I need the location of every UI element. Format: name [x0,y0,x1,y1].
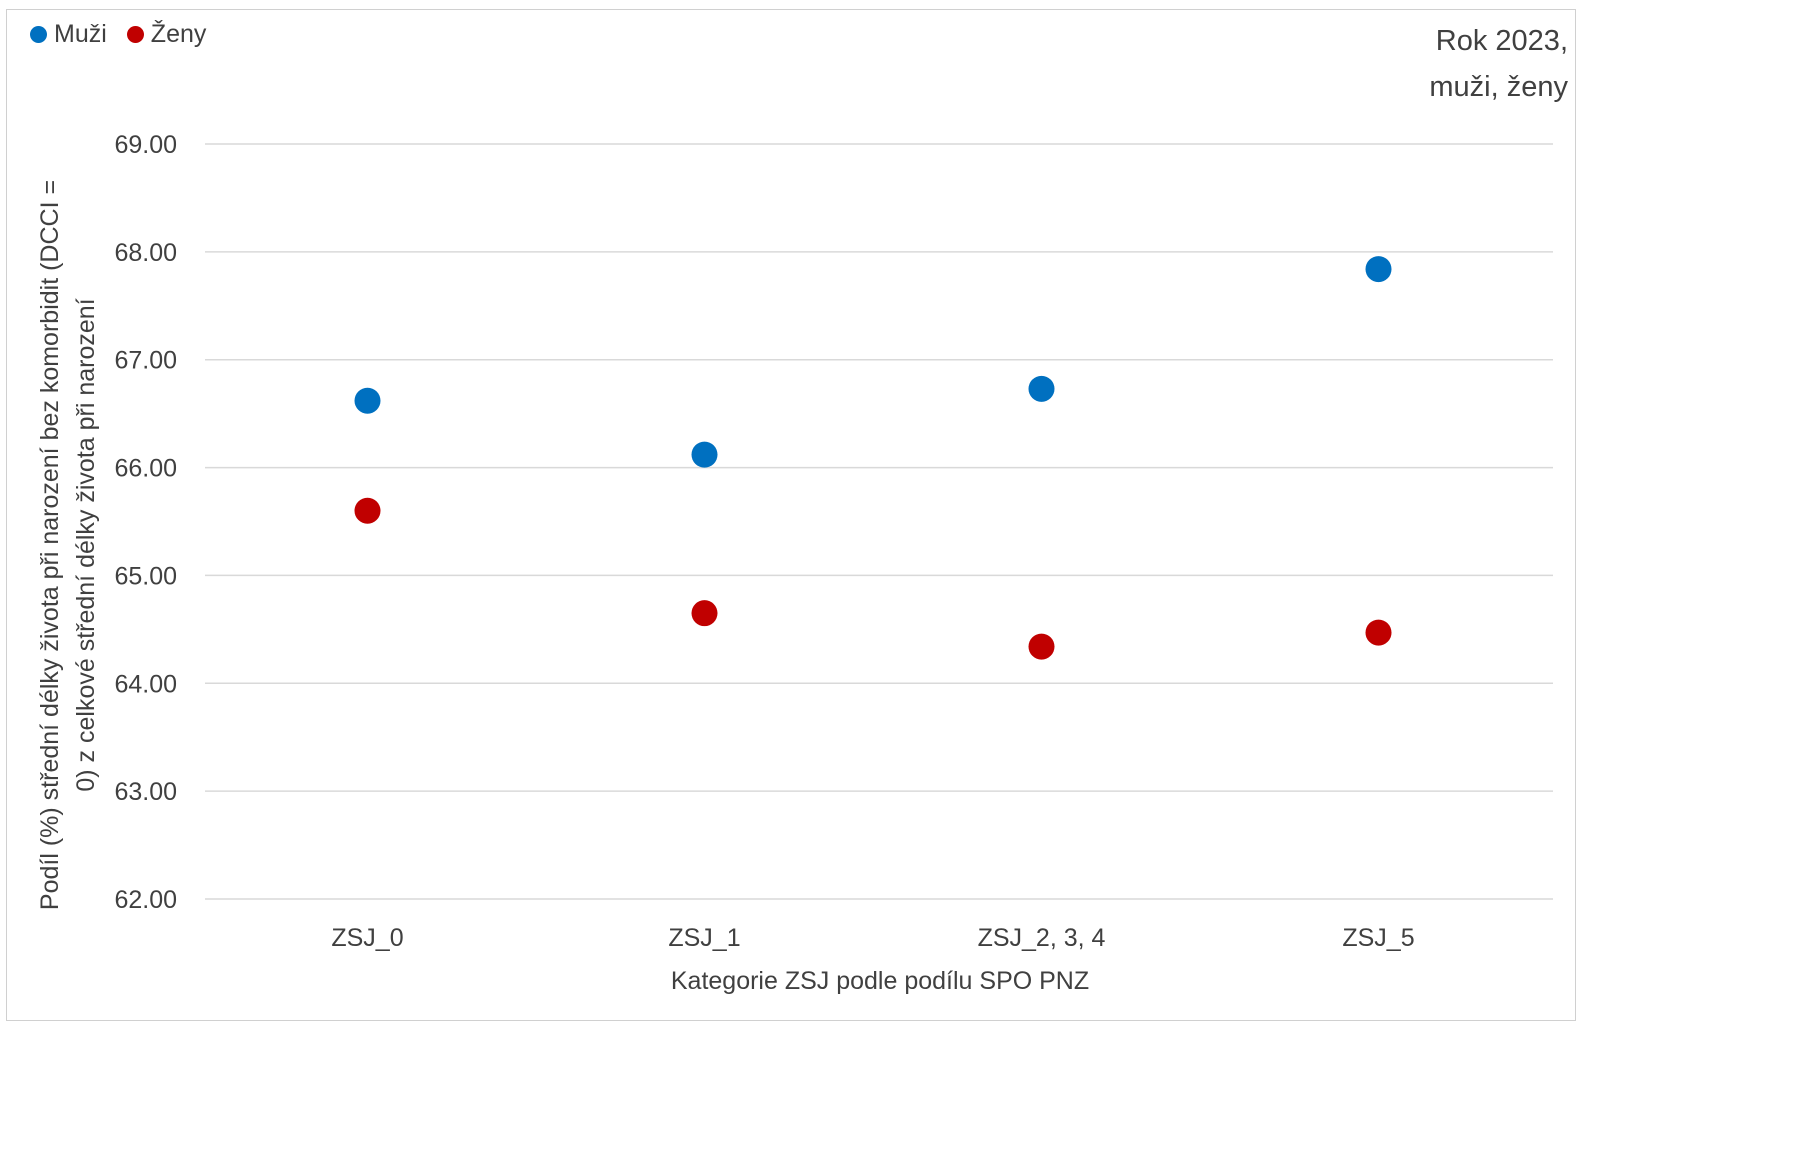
legend-item-zeny: Ženy [126,20,207,49]
data-point-muzi [354,387,381,414]
data-points [354,256,1392,660]
x-tick-label: ZSJ_5 [1342,924,1414,952]
y-axis-title-line-1: Podíl (%) střední délky života při naroz… [36,180,64,910]
y-tick-labels: 62.00 63.00 64.00 65.00 66.00 67.00 68.00 69.00 [114,131,177,914]
data-point-muzi [1028,375,1055,402]
y-tick-label: 66.00 [114,455,177,483]
chart-svg: 62.00 63.00 64.00 65.00 66.00 67.00 68.00 69.00… [36,131,1553,995]
x-tick-label: ZSJ_1 [668,924,740,952]
gridlines [205,143,1553,900]
legend: Muži Ženy [30,20,226,49]
data-point-zeny [1365,619,1392,646]
y-axis-title-line-2: 0) z celkové střední délky života při na… [72,298,100,791]
chart-subtitle: muži, ženy [1429,71,1568,103]
y-tick-label: 62.00 [114,886,177,914]
x-tick-labels: ZSJ_0 ZSJ_1 ZSJ_2, 3, 4 ZSJ_5 [331,924,1414,952]
legend-marker-muzi [30,26,47,43]
chart-title: Rok 2023, muži, ženy [1429,18,1568,110]
data-point-zeny [354,497,381,524]
x-tick-label: ZSJ_2, 3, 4 [978,924,1106,952]
y-tick-label: 67.00 [114,347,177,375]
y-axis-title: Podíl (%) střední délky života při naroz… [36,180,100,910]
data-point-zeny [1028,633,1055,660]
y-tick-label: 64.00 [114,670,177,698]
y-tick-label: 69.00 [114,131,177,159]
x-axis-title: Kategorie ZSJ podle podílu SPO PNZ [671,967,1089,995]
chart-title-line-1: Rok 2023, [1435,25,1568,57]
y-tick-label: 63.00 [114,778,177,806]
legend-label-muzi: Muži [54,20,107,48]
x-tick-label: ZSJ_0 [331,924,403,952]
y-tick-label: 65.00 [114,562,177,590]
data-point-muzi [1365,256,1392,283]
legend-item-muzi: Muži [30,20,107,49]
data-point-zeny [691,600,718,627]
y-tick-label: 68.00 [114,239,177,267]
data-point-muzi [691,441,718,468]
chart-frame [6,9,1576,1021]
legend-marker-zeny [126,26,144,43]
legend-label-zeny: Ženy [150,20,207,48]
